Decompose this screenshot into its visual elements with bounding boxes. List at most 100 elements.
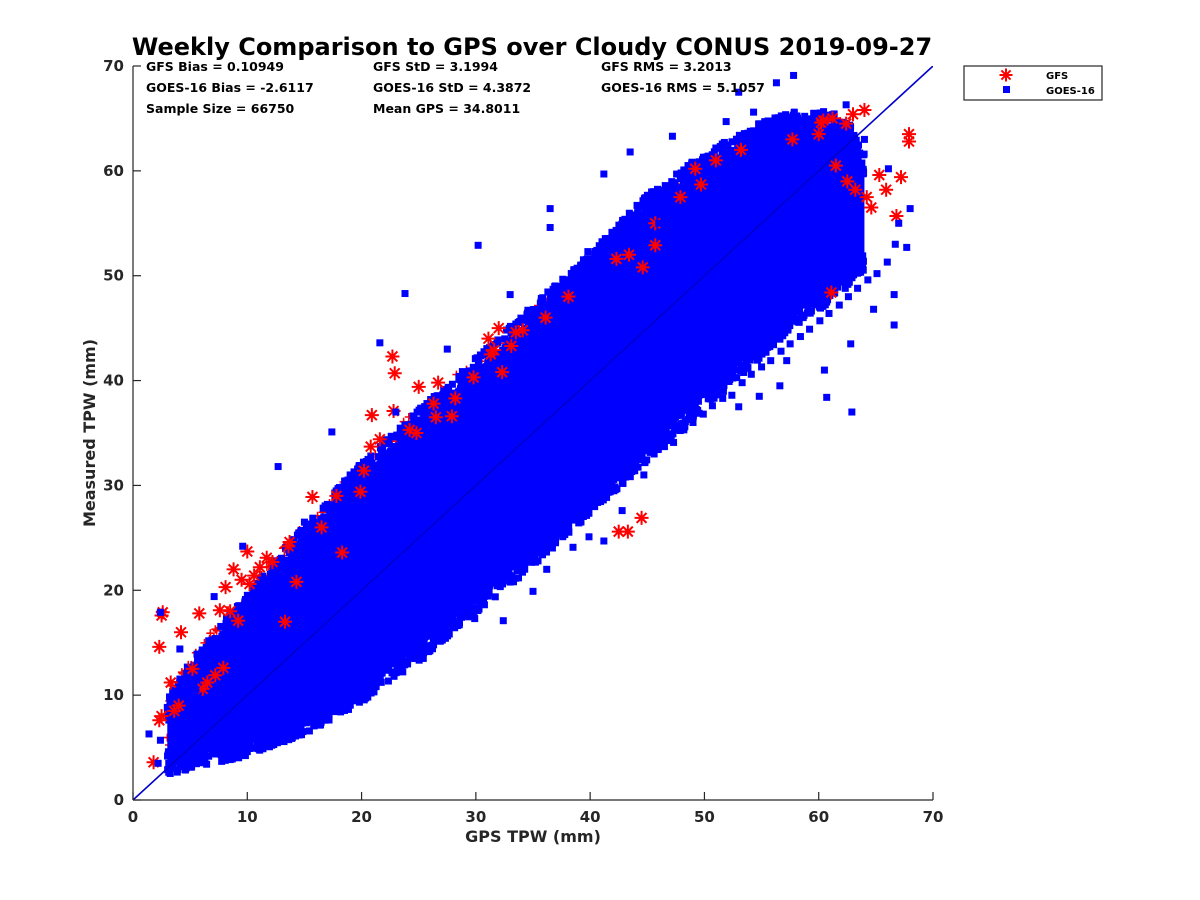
goes16-point [387,447,395,455]
gfs-point-shape [234,572,249,587]
legend-goes16-square-icon [1003,86,1010,93]
gfs-point [611,524,626,539]
goes16-point [297,731,305,739]
gfs-point [889,208,904,223]
goes16-point [707,377,715,385]
goes16-point [531,551,539,559]
goes16-point [439,615,447,623]
goes16-point [698,156,706,164]
gfs-point [163,675,178,690]
goes16-point [164,748,172,756]
goes16-point [563,519,571,527]
goes16-point [706,391,714,399]
goes16-point [247,605,255,613]
goes16-point [315,709,323,717]
goes16-point [683,167,691,175]
gfs-point-shape [487,343,502,358]
goes16-point [588,492,596,500]
goes16-point [759,124,767,132]
goes16-point [793,112,801,120]
gfs-point [265,554,280,569]
goes16-point [236,608,244,616]
gfs-point [561,289,576,304]
chart-legend: GFS GOES-16 [963,65,1103,101]
gfs-point [242,576,257,591]
goes16-point [220,644,228,652]
goes16-point [726,152,734,160]
gfs-point-shape [265,554,280,569]
goes16-point [579,279,587,287]
goes16-point [299,708,307,716]
gfs-point [152,639,167,654]
goes16-point [831,272,839,280]
goes16-point [188,754,196,762]
goes16-point [745,138,753,146]
gfs-point-shape [879,182,894,197]
goes16-point [611,232,619,240]
goes16-point [270,741,278,749]
goes16-point [456,605,464,613]
legend-gfs-asterisk-shape [999,68,1013,82]
goes16-point [225,634,233,642]
goes16-point [514,560,522,568]
goes16-point [843,143,851,151]
gfs-point [634,510,649,525]
goes16-point [737,362,745,370]
goes16-point [752,352,760,360]
goes16-point [730,148,738,156]
goes16-point [339,503,347,511]
gfs-point [515,323,530,338]
gfs-point-shape [154,709,169,724]
goes16-point [830,278,838,286]
goes16-point [228,731,236,739]
goes16-point [712,376,720,384]
goes16-point [776,135,784,143]
goes16-point [524,306,532,314]
gfs-point [247,568,262,583]
goes16-point [350,473,358,481]
goes16-point [673,170,681,178]
goes16-point [501,567,509,575]
goes16-point [166,700,174,708]
goes16-point [410,414,418,422]
goes16-point [623,461,631,469]
goes16-point [633,442,641,450]
goes16-point [194,655,202,663]
goes16-point [168,754,176,762]
goes16-point [215,736,223,744]
goes16-point [625,209,633,217]
gfs-point-shape [448,391,463,406]
goes16-point [362,681,370,689]
gfs-point-shape [426,396,441,411]
gfs-point-shape [611,524,626,539]
gfs-point [694,177,708,192]
goes16-point [200,746,208,754]
goes16-point [584,248,592,256]
goes16-point [264,586,272,594]
goes16-point [521,545,529,553]
goes16-point [193,725,201,733]
gfs-point [234,572,249,587]
goes16-point [422,412,430,420]
goes16-point [725,366,733,374]
goes16-point [485,344,493,352]
goes16-point [852,136,860,144]
goes16-point [608,228,616,236]
goes16-point [350,696,358,704]
goes16-point [388,660,396,668]
goes16-point [165,713,173,721]
gfs-point [281,539,296,554]
goes16-point [738,379,746,387]
goes16-point [443,345,451,353]
gfs-point [894,170,908,185]
goes16-point [169,764,177,772]
goes16-point [656,428,664,436]
goes16-point [819,302,827,310]
goes16-point [317,515,325,523]
gfs-point [879,182,894,197]
goes16-point [239,542,247,550]
gfs-point-shape [387,366,402,381]
goes16-point [565,276,573,284]
stat-goes-rms: GOES-16 RMS = 5.1057 [601,80,765,95]
